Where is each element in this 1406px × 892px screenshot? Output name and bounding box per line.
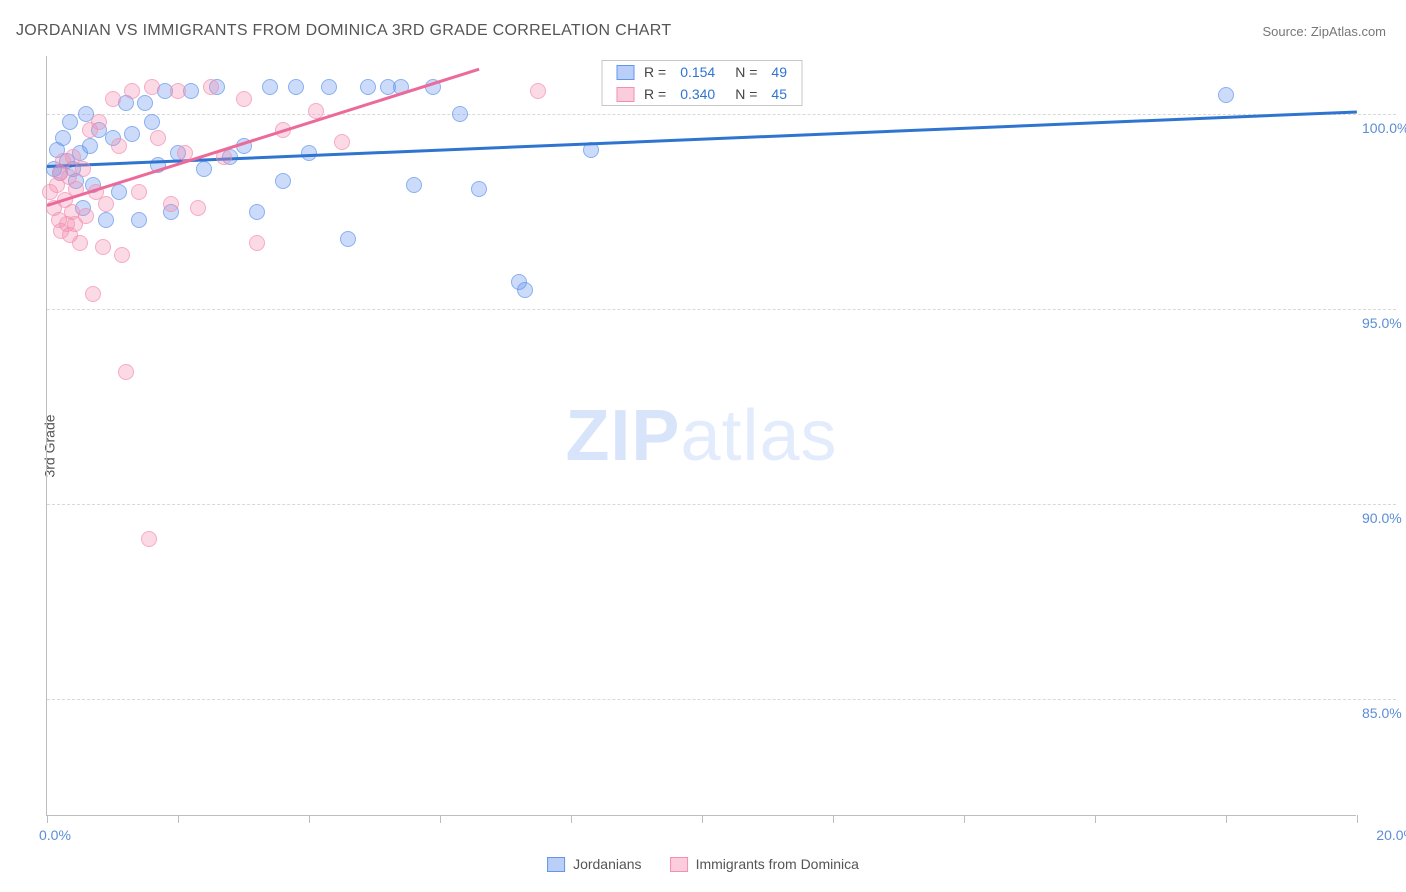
x-tick	[47, 815, 48, 823]
data-point	[95, 239, 111, 255]
data-point	[131, 184, 147, 200]
data-point	[91, 114, 107, 130]
legend-label-jordanians: Jordanians	[573, 856, 642, 872]
data-point	[530, 83, 546, 99]
data-point	[262, 79, 278, 95]
legend-item-jordanians: Jordanians	[547, 856, 642, 872]
data-point	[98, 212, 114, 228]
data-point	[105, 91, 121, 107]
data-point	[321, 79, 337, 95]
data-point	[275, 173, 291, 189]
swatch-pink-icon	[670, 857, 688, 872]
correlation-legend: R = 0.154 N = 49 R = 0.340 N = 45	[601, 60, 802, 106]
data-point	[111, 138, 127, 154]
data-point	[118, 364, 134, 380]
x-tick	[440, 815, 441, 823]
data-point	[340, 231, 356, 247]
data-point	[78, 208, 94, 224]
x-tick	[1357, 815, 1358, 823]
x-tick	[1226, 815, 1227, 823]
source-attribution: Source: ZipAtlas.com	[1262, 24, 1386, 39]
n-value-dominica: 45	[771, 86, 787, 102]
watermark-light: atlas	[680, 396, 837, 476]
gridline	[47, 114, 1396, 115]
gridline	[47, 309, 1396, 310]
data-point	[334, 134, 350, 150]
x-tick	[571, 815, 572, 823]
legend-label-dominica: Immigrants from Dominica	[696, 856, 859, 872]
data-point	[82, 138, 98, 154]
x-tick	[702, 815, 703, 823]
gridline	[47, 699, 1396, 700]
data-point	[203, 79, 219, 95]
swatch-blue-icon	[547, 857, 565, 872]
data-point	[452, 106, 468, 122]
chart-title: JORDANIAN VS IMMIGRANTS FROM DOMINICA 3R…	[16, 22, 671, 40]
y-tick-label: 85.0%	[1362, 705, 1406, 721]
data-point	[75, 161, 91, 177]
x-tick	[964, 815, 965, 823]
data-point	[144, 79, 160, 95]
y-tick-label: 100.0%	[1362, 120, 1406, 136]
data-point	[85, 286, 101, 302]
data-point	[150, 130, 166, 146]
data-point	[144, 114, 160, 130]
data-point	[406, 177, 422, 193]
x-tick	[1095, 815, 1096, 823]
data-point	[114, 247, 130, 263]
watermark: ZIPatlas	[565, 395, 837, 477]
data-point	[360, 79, 376, 95]
plot-area: ZIPatlas R = 0.154 N = 49 R = 0.340 N = …	[46, 56, 1356, 816]
data-point	[517, 282, 533, 298]
n-label: N =	[735, 64, 757, 80]
n-value-jordanians: 49	[771, 64, 787, 80]
data-point	[249, 204, 265, 220]
legend-item-dominica: Immigrants from Dominica	[670, 856, 859, 872]
y-tick-label: 95.0%	[1362, 315, 1406, 331]
data-point	[98, 196, 114, 212]
x-axis-max-label: 20.0%	[1376, 827, 1406, 843]
data-point	[471, 181, 487, 197]
n-label: N =	[735, 86, 757, 102]
data-point	[141, 531, 157, 547]
x-tick	[309, 815, 310, 823]
watermark-bold: ZIP	[565, 396, 680, 476]
data-point	[170, 83, 186, 99]
swatch-pink-icon	[616, 87, 634, 102]
gridline	[47, 504, 1396, 505]
data-point	[55, 130, 71, 146]
data-point	[236, 91, 252, 107]
data-point	[131, 212, 147, 228]
series-legend: Jordanians Immigrants from Dominica	[547, 856, 859, 872]
r-value-jordanians: 0.154	[680, 64, 715, 80]
r-label: R =	[644, 86, 666, 102]
x-axis-min-label: 0.0%	[39, 827, 71, 843]
data-point	[249, 235, 265, 251]
x-tick	[833, 815, 834, 823]
data-point	[72, 235, 88, 251]
data-point	[163, 196, 179, 212]
data-point	[1218, 87, 1234, 103]
legend-row-dominica: R = 0.340 N = 45	[602, 83, 801, 105]
r-value-dominica: 0.340	[680, 86, 715, 102]
swatch-blue-icon	[616, 65, 634, 80]
data-point	[190, 200, 206, 216]
data-point	[288, 79, 304, 95]
r-label: R =	[644, 64, 666, 80]
x-tick	[178, 815, 179, 823]
data-point	[137, 95, 153, 111]
data-point	[124, 126, 140, 142]
data-point	[111, 184, 127, 200]
legend-row-jordanians: R = 0.154 N = 49	[602, 61, 801, 83]
data-point	[62, 114, 78, 130]
data-point	[196, 161, 212, 177]
y-tick-label: 90.0%	[1362, 510, 1406, 526]
data-point	[124, 83, 140, 99]
